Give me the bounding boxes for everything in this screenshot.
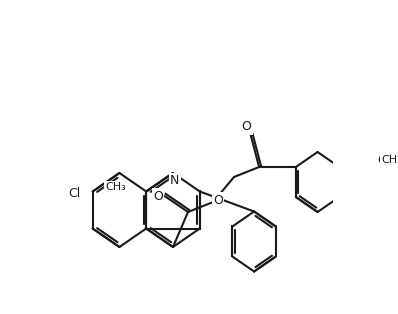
Text: CH₃: CH₃ <box>382 155 398 165</box>
Text: O: O <box>242 121 252 133</box>
Text: Cl: Cl <box>68 187 80 200</box>
Text: O: O <box>153 190 163 203</box>
Text: CH₃: CH₃ <box>105 182 126 192</box>
Text: N: N <box>170 175 179 187</box>
Text: O: O <box>213 193 223 207</box>
Text: O: O <box>377 154 387 166</box>
